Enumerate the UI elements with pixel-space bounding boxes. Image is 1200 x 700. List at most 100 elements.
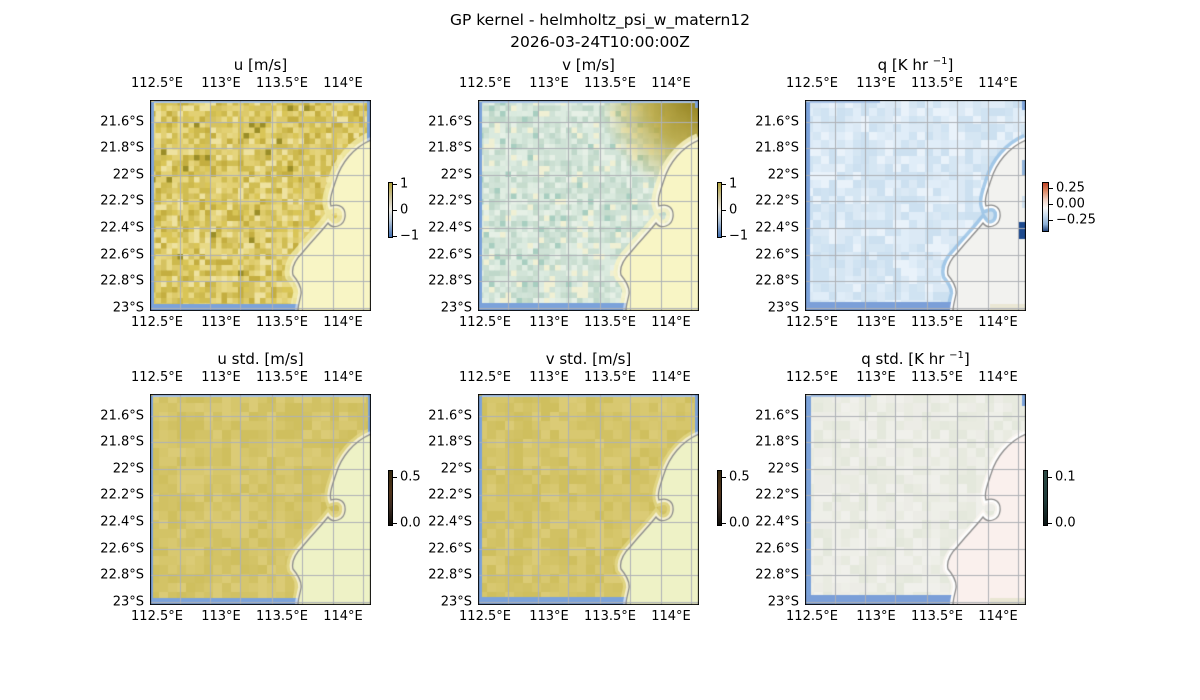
- x-tick-label: 114°E: [323, 370, 363, 385]
- figure-title: GP kernel - helmholtz_psi_w_matern12: [449, 11, 751, 29]
- y-tick-label: 22°S: [767, 167, 799, 183]
- y-tick-label: 22.8°S: [755, 273, 799, 289]
- colorbar-tick-label: 0: [729, 202, 738, 218]
- colorbar-tick: [722, 184, 726, 185]
- panel-title-sup: −1: [949, 350, 964, 361]
- x-tick-label: 112.5°E: [131, 370, 183, 385]
- x-tick-label: 113.5°E: [256, 315, 308, 330]
- y-tick-label: 22.8°S: [755, 567, 799, 583]
- colorbar-tick: [393, 210, 397, 211]
- y-tick-label: 21.6°S: [428, 114, 472, 130]
- x-tick-label: 113°E: [856, 609, 896, 624]
- colorbar-tick-label: 0.1: [1055, 469, 1076, 485]
- colorbar-tick-label: 1: [400, 176, 409, 192]
- x-axis-bottom: 112.5°E 113°E 113.5°E 114°E: [131, 609, 371, 627]
- x-tick-label: 113°E: [529, 609, 569, 624]
- colorbar-tick-label: −0.25: [1056, 212, 1096, 228]
- y-tick-label: 22.8°S: [100, 273, 144, 289]
- x-tick-label: 114°E: [978, 76, 1018, 91]
- x-tick-label: 113°E: [201, 315, 241, 330]
- y-axis-left: 21.6°S 21.8°S 22°S 22.2°S 22.4°S 22.6°S 22.8°S…: [398, 100, 472, 316]
- colorbar-gradient: [1042, 182, 1049, 232]
- heatmap-field: [478, 100, 699, 311]
- colorbar-tick-label: 1: [729, 176, 738, 192]
- x-tick-label: 112.5°E: [459, 76, 511, 91]
- y-axis-left: 21.6°S 21.8°S 22°S 22.2°S 22.4°S 22.6°S 22.8°S…: [398, 394, 472, 610]
- x-tick-label: 114°E: [978, 315, 1018, 330]
- x-tick-label: 113.5°E: [584, 315, 636, 330]
- panel-q-mean: q [K hr −1] 112.5°E 113°E 113.5°E 114°E 21.…: [755, 56, 1096, 330]
- colorbar-tick-label: 0.0: [400, 515, 421, 531]
- y-tick-label: 22°S: [767, 461, 799, 477]
- x-tick-label: 112.5°E: [786, 370, 838, 385]
- x-tick-label: 112.5°E: [786, 315, 838, 330]
- x-axis-bottom: 112.5°E 113°E 113.5°E 114°E: [786, 609, 1026, 627]
- x-tick-label: 113°E: [856, 370, 896, 385]
- y-tick-label: 22.6°S: [100, 541, 144, 557]
- y-tick-label: 22.4°S: [428, 220, 472, 236]
- y-tick-label: 23°S: [767, 300, 799, 316]
- panel-title-text: u std. [m/s]: [217, 350, 304, 368]
- x-axis-bottom: 112.5°E 113°E 113.5°E 114°E: [459, 315, 699, 333]
- x-tick-label: 114°E: [323, 315, 363, 330]
- x-tick-label: 113°E: [201, 370, 241, 385]
- x-tick-label: 112.5°E: [131, 315, 183, 330]
- colorbar-tick-label: 0.00: [1056, 196, 1085, 212]
- y-tick-label: 22.2°S: [755, 193, 799, 209]
- colorbar-tick-label: −1: [729, 228, 749, 244]
- colorbar-tick-label: 0.0: [729, 515, 750, 531]
- y-tick-label: 21.6°S: [100, 114, 144, 130]
- x-tick-label: 114°E: [651, 76, 691, 91]
- y-tick-label: 22.2°S: [100, 193, 144, 209]
- colorbar-tick: [722, 210, 726, 211]
- x-tick-label: 112.5°E: [459, 315, 511, 330]
- x-tick-label: 112.5°E: [459, 370, 511, 385]
- colorbar-tick: [393, 184, 397, 185]
- colorbar-tick: [1048, 477, 1052, 478]
- y-tick-label: 22.4°S: [755, 514, 799, 530]
- colorbar-tick-label: 0: [400, 202, 409, 218]
- colorbar-tick-label: 0.5: [729, 469, 750, 485]
- y-tick-label: 22°S: [112, 461, 144, 477]
- y-tick-label: 22.2°S: [428, 487, 472, 503]
- x-tick-label: 112.5°E: [786, 609, 838, 624]
- x-tick-label: 113°E: [529, 315, 569, 330]
- y-tick-label: 23°S: [767, 594, 799, 610]
- y-tick-label: 22.8°S: [428, 567, 472, 583]
- heatmap-field: [805, 394, 1026, 605]
- y-tick-label: 22.6°S: [428, 541, 472, 557]
- panel-title-text: ]: [947, 56, 954, 74]
- x-tick-label: 112.5°E: [131, 609, 183, 624]
- colorbar-tick: [393, 236, 397, 237]
- y-tick-label: 23°S: [440, 300, 472, 316]
- panel-title-text: v std. [m/s]: [545, 350, 632, 368]
- panel-title: q std. [K hr −1]: [745, 350, 1086, 372]
- x-axis-top: 112.5°E 113°E 113.5°E 114°E: [459, 370, 699, 388]
- y-tick-label: 22.4°S: [100, 220, 144, 236]
- x-tick-label: 113.5°E: [256, 76, 308, 91]
- colorbar-tick: [393, 477, 397, 478]
- x-tick-label: 113°E: [856, 76, 896, 91]
- panel-title: v [m/s]: [418, 56, 759, 78]
- colorbar-gradient: [717, 470, 722, 526]
- heatmap-field: [478, 394, 699, 605]
- x-tick-label: 113.5°E: [911, 315, 963, 330]
- panel-title-text: v [m/s]: [562, 56, 615, 74]
- x-tick-label: 113°E: [201, 76, 241, 91]
- y-tick-label: 23°S: [112, 300, 144, 316]
- x-tick-label: 113.5°E: [911, 609, 963, 624]
- colorbar-tick: [1049, 204, 1053, 205]
- figure-timestamp: 2026-03-24T10:00:00Z: [510, 33, 690, 51]
- colorbar-tick-label: 0.25: [1056, 180, 1085, 196]
- y-tick-label: 22°S: [112, 167, 144, 183]
- colorbar-tick: [1049, 220, 1053, 221]
- x-axis-bottom: 112.5°E 113°E 113.5°E 114°E: [131, 315, 371, 333]
- y-tick-label: 22.6°S: [755, 247, 799, 263]
- x-tick-label: 114°E: [651, 315, 691, 330]
- y-tick-label: 22.6°S: [100, 247, 144, 263]
- y-tick-label: 21.8°S: [428, 140, 472, 156]
- x-axis-bottom: 112.5°E 113°E 113.5°E 114°E: [459, 609, 699, 627]
- colorbar-tick: [722, 477, 726, 478]
- panel-title-sup: −1: [932, 56, 948, 67]
- panel-q-std: q std. [K hr −1] 112.5°E 113°E 113.5°E 114°…: [755, 350, 1075, 624]
